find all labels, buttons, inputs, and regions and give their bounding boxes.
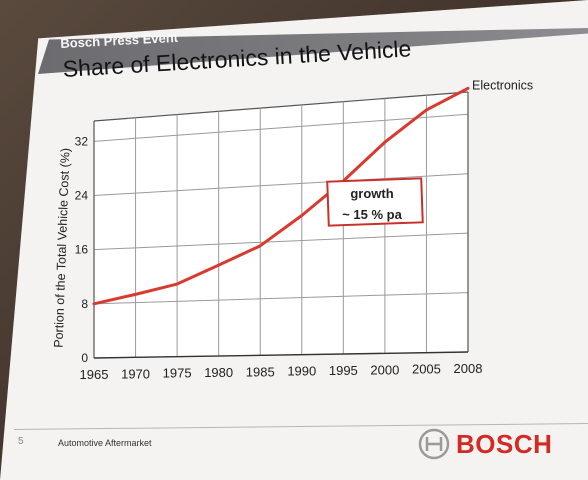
x-tick-label: 1990 xyxy=(287,364,316,379)
bosch-armature-icon xyxy=(418,428,450,460)
page-number: 5 xyxy=(18,436,24,447)
grid-line-horizontal xyxy=(93,173,469,196)
x-tick-label: 2005 xyxy=(412,362,441,377)
y-tick-label: 24 xyxy=(75,188,89,202)
y-tick-label: 0 xyxy=(81,351,88,365)
grid-line-horizontal xyxy=(93,232,469,251)
y-tick-label: 32 xyxy=(75,134,89,148)
grid-line-horizontal xyxy=(93,292,469,305)
y-tick-label: 16 xyxy=(75,243,89,257)
x-tick-label: 1985 xyxy=(246,364,275,379)
y-tick-label: 8 xyxy=(81,297,88,311)
x-tick-label: 1975 xyxy=(163,366,192,381)
plot-border-top xyxy=(93,91,469,122)
growth-callout-line1: growth xyxy=(350,186,393,201)
series-line-electronics xyxy=(92,86,470,306)
grid-line-horizontal xyxy=(93,113,469,142)
bosch-logo: BOSCH xyxy=(418,424,568,464)
x-tick-label: 2008 xyxy=(454,361,483,376)
x-axis xyxy=(93,351,469,359)
x-tick-label: 1965 xyxy=(80,367,109,382)
footer-text: Automotive Aftermarket xyxy=(58,438,152,448)
brand-wordmark: BOSCH xyxy=(456,428,553,459)
plot-area xyxy=(94,92,468,358)
growth-callout-line2: ~ 15 % pa xyxy=(342,207,402,222)
y-axis-label: Portion of the Total Vehicle Cost (%) xyxy=(52,148,73,348)
x-tick-label: 1970 xyxy=(121,366,150,381)
x-tick-label: 2000 xyxy=(370,362,399,377)
x-tick-label: 1995 xyxy=(329,363,358,378)
growth-callout-box xyxy=(326,177,424,227)
series-label: Electronics xyxy=(472,78,533,92)
x-tick-label: 1980 xyxy=(204,365,233,380)
